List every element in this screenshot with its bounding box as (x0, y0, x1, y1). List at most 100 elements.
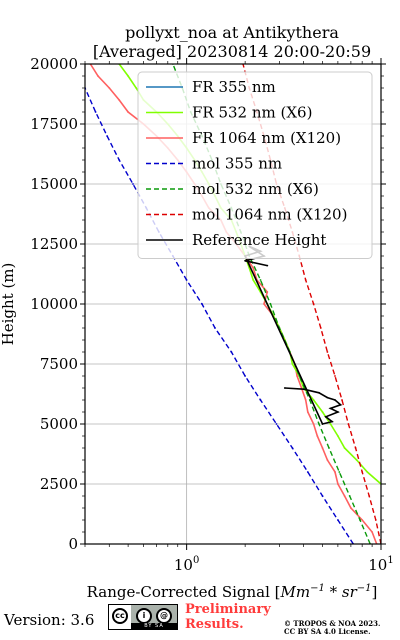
series-1-point (321, 411, 324, 413)
series-5-point (339, 403, 342, 406)
series-5-point (326, 396, 329, 399)
series-1-point (135, 87, 138, 89)
legend-label: FR 1064 nm (X120) (192, 129, 341, 147)
preliminary-line-2: Results. (185, 617, 244, 632)
series-5-point (318, 391, 320, 394)
series-5-point (324, 415, 327, 418)
series-1-point (329, 423, 332, 425)
series-0-point (127, 111, 129, 113)
series-0-point (263, 303, 265, 305)
series-2-point (94, 111, 97, 113)
series-0-point (326, 459, 329, 461)
series-5-point (334, 399, 336, 401)
series-3-point (359, 519, 361, 521)
series-1-point (291, 363, 294, 365)
series-3-point (259, 279, 262, 281)
series-5-point (329, 407, 332, 410)
legend-label: mol 532 nm (X6) (192, 180, 319, 198)
x-label-suffix: ] (372, 583, 378, 601)
series-2-point (306, 471, 309, 473)
axis-ticks: 0 2500 5000 7500 10000 12500 15000 17500 20000 10… (30, 55, 393, 574)
series-0-point (371, 531, 373, 533)
cc-by-sa-strip: BY SA (131, 623, 177, 629)
y-tick-label: 7500 (40, 355, 78, 373)
series-2-point (214, 327, 216, 329)
series-2-point (185, 279, 188, 281)
series-5-point (283, 387, 286, 389)
legend: FR 355 nm FR 532 nm (X6) FR 1064 nm (X120)… (137, 71, 373, 259)
series-1-point (355, 459, 358, 461)
legend-label: FR 532 nm (X6) (192, 104, 312, 122)
series-3-point (338, 471, 341, 473)
chart-title-line-1: pollyxt_noa at Antikythera (125, 23, 339, 42)
series-line-2 (85, 87, 354, 544)
y-tick-label: 17500 (30, 115, 78, 133)
series-1-point (337, 435, 339, 437)
series-4-point (334, 375, 336, 377)
y-tick-label: 20000 (30, 55, 78, 73)
series-4-point (361, 471, 364, 473)
series-0-point (306, 411, 309, 413)
y-tick-label: 5000 (40, 415, 78, 433)
y-tick-label: 15000 (30, 175, 78, 193)
series-1-point (343, 447, 346, 449)
x-label-unit: Mm (280, 583, 311, 601)
series-5-point (321, 423, 324, 425)
legend-label: FR 355 nm (192, 78, 276, 96)
cc-logo-icon: cc (112, 608, 128, 624)
legend-label: mol 1064 nm (X120) (192, 206, 347, 224)
series-3-point (269, 303, 272, 305)
x-label-prefix: Range-Corrected Signal [ (87, 583, 281, 601)
series-2-point (291, 447, 294, 449)
series-4-point (374, 519, 377, 521)
series-0-point (118, 99, 121, 101)
series-1-point (127, 75, 129, 77)
x-tick-label: 101 (368, 555, 393, 574)
series-2-point (259, 399, 262, 401)
copyright-line-1: © TROPOS & NOA 2023. (284, 619, 381, 628)
series-2-point (230, 351, 233, 353)
series-2-point (201, 303, 203, 305)
x-axis-label: Range-Corrected Signal [Mm−1 * sr−1] (87, 583, 378, 601)
series-2-point (118, 159, 121, 161)
y-tick-label: 2500 (40, 475, 78, 493)
series-4-point (368, 495, 371, 497)
series-5-point (266, 264, 269, 267)
y-tick-label: 0 (68, 535, 78, 553)
series-0-point (361, 519, 364, 521)
series-0-point (334, 471, 336, 473)
series-0-point (252, 267, 255, 269)
preliminary-results-note: Preliminary Results. (185, 602, 271, 632)
preliminary-line-1: Preliminary (185, 602, 271, 617)
x-label-exp2: −1 (357, 583, 372, 594)
series-5 (243, 245, 343, 425)
series-4-point (347, 423, 350, 425)
series-0-point (337, 483, 339, 485)
series-2-point (275, 423, 278, 425)
series-1-point (366, 471, 369, 473)
series-0-point (316, 435, 319, 437)
x-label-mid: * sr (325, 583, 358, 601)
series-0-point (108, 87, 111, 89)
version-label: Version: 3.6 (4, 611, 95, 629)
series-3-point (308, 399, 311, 401)
y-tick-label: 10000 (30, 295, 78, 313)
cc-by-icon: i (136, 608, 152, 624)
series-2-point (244, 375, 247, 377)
series-0-point (321, 447, 324, 449)
legend-box (137, 71, 373, 259)
copyright-line-2: CC BY SA 4.0 License. (284, 627, 371, 636)
series-3-point (348, 495, 351, 497)
series-0-point (343, 495, 346, 497)
series-0-point (304, 399, 307, 401)
series-5-point (331, 420, 333, 423)
x-tick-label: 100 (174, 555, 199, 574)
series-3-point (318, 423, 320, 425)
copyright-note: © TROPOS & NOA 2023. CC BY SA 4.0 Licens… (284, 620, 380, 636)
series-2-point (132, 183, 134, 185)
legend-label: Reference Height (192, 231, 326, 249)
cc-sa-icon: @ (156, 608, 172, 624)
cc-license-badge: cc i @ BY SA (108, 604, 178, 630)
series-5-point (244, 259, 247, 262)
